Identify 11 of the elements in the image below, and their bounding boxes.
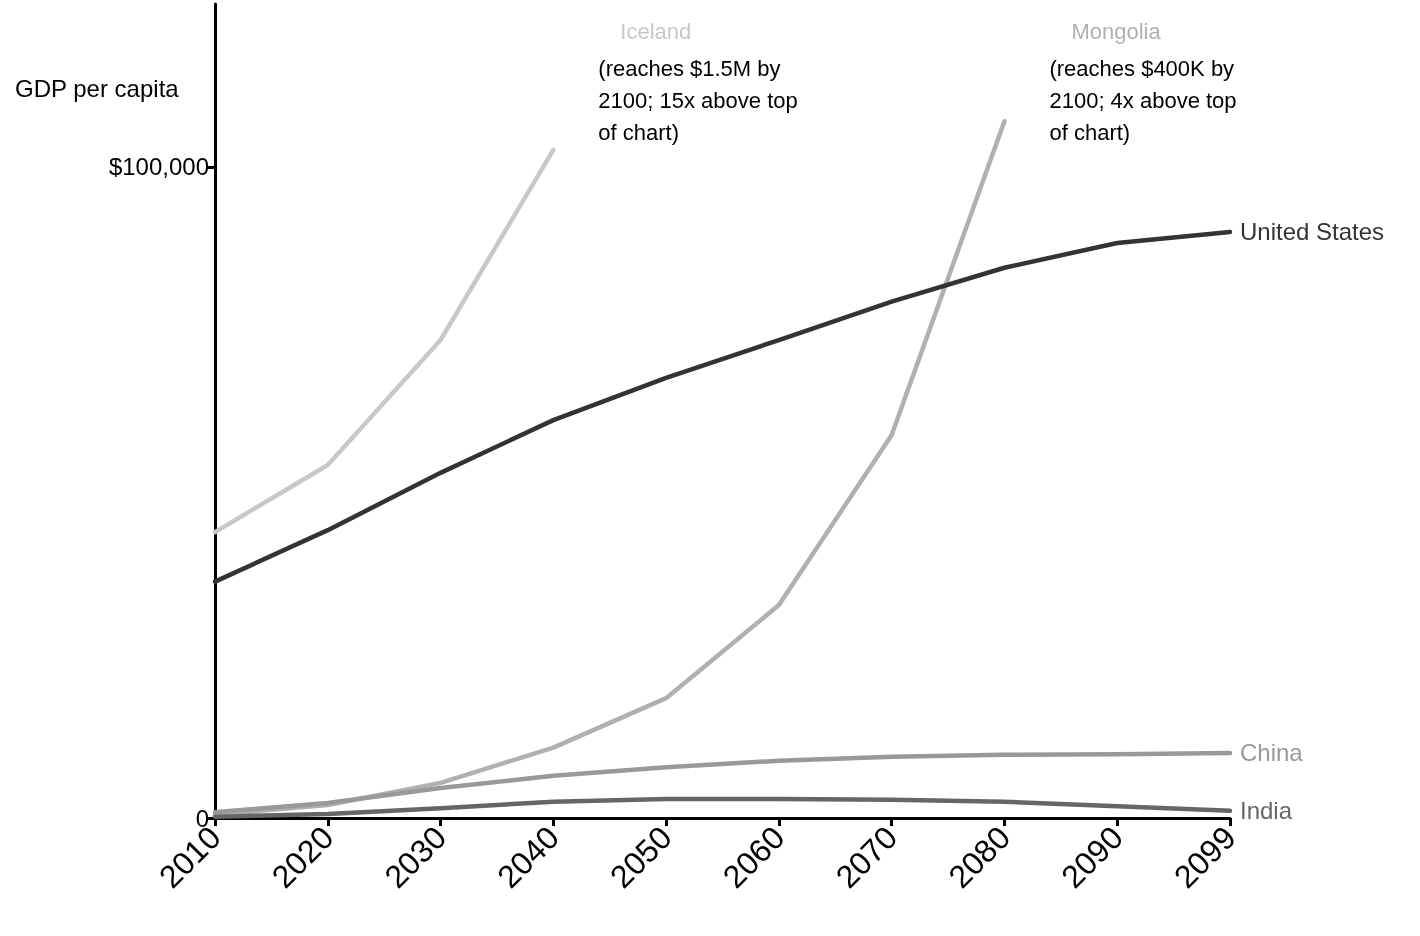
y-axis-title: GDP per capita [15, 74, 180, 102]
line-series [212, 750, 1233, 815]
series-label: India [1240, 797, 1293, 825]
series-label: United States [1240, 218, 1385, 246]
annotation: (reaches $1.5M by 2100; 15x above top of chart) [598, 55, 804, 145]
y-tick-label: $100,000 [108, 153, 209, 181]
line-series [212, 229, 1233, 584]
annotation: (reaches $400K by 2100; 4x above top of chart) [1049, 55, 1243, 145]
line-series [212, 147, 556, 535]
text: Mongolia [1071, 18, 1162, 44]
series-label: China [1240, 739, 1304, 767]
